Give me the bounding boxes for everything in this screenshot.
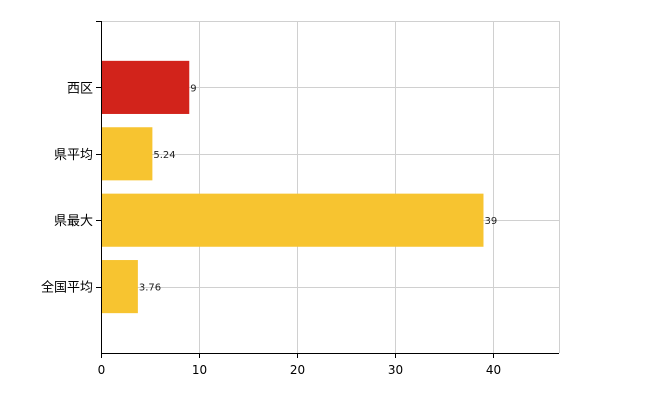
category-label-1: 県平均 [54, 148, 93, 163]
data-label-0: 9 [190, 83, 196, 94]
data-label-2: 39 [484, 216, 497, 227]
bar-3 [102, 260, 138, 314]
data-label-3: 3.76 [139, 283, 161, 294]
label-layer: 9 西区 5.24 県平均 39 県最大 3.76 全国平均 0 10 20 30 40 [41, 81, 501, 377]
category-label-2: 県最大 [54, 214, 93, 229]
category-label-0: 西区 [67, 81, 93, 96]
data-label-1: 5.24 [153, 150, 175, 161]
x-tick-label-1: 10 [192, 363, 207, 377]
x-tick-label-0: 0 [98, 363, 106, 377]
category-label-3: 全国平均 [41, 280, 93, 296]
axis-layer [96, 21, 559, 358]
x-tick-label-2: 20 [290, 363, 305, 377]
bar-1 [102, 127, 153, 181]
x-tick-label-3: 30 [388, 363, 403, 377]
x-tick-label-4: 40 [486, 363, 501, 377]
bar-2 [102, 193, 484, 247]
bar-layer [102, 60, 484, 314]
bar-0 [102, 60, 190, 114]
